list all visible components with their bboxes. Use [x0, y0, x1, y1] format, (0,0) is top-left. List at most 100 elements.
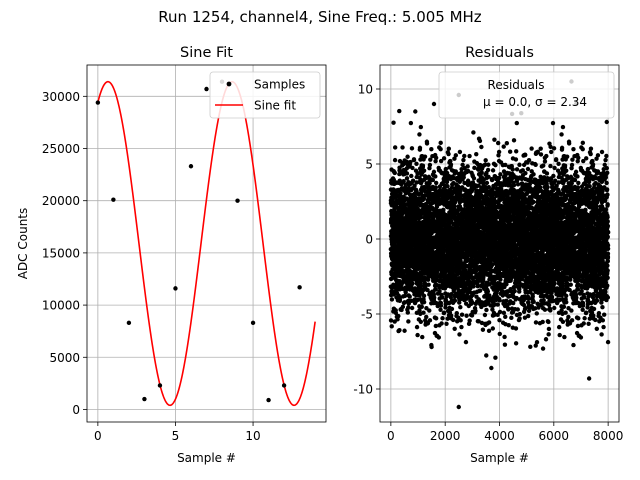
residual-point	[418, 124, 424, 130]
residual-point	[484, 353, 489, 358]
sine-fit-xlabel: Sample #	[177, 451, 236, 465]
residual-point	[473, 308, 478, 314]
sample-point	[142, 396, 147, 402]
residual-point	[453, 153, 459, 158]
sine-fit-ytick-label: 30000	[42, 90, 80, 104]
residual-point	[467, 318, 472, 323]
residual-point	[403, 187, 408, 192]
residual-point	[458, 305, 463, 310]
residual-point	[398, 191, 403, 196]
residual-point	[433, 158, 438, 164]
residual-point	[449, 191, 455, 197]
residual-point	[471, 176, 477, 181]
sine-fit-ytick-label: 25000	[42, 142, 80, 156]
residual-point	[479, 144, 484, 150]
residuals-xtick-label: 0	[387, 429, 395, 443]
sample-point	[95, 100, 101, 105]
residual-point	[433, 287, 438, 292]
residual-point	[445, 292, 451, 297]
residual-point	[439, 321, 444, 326]
sine-fit-ytick-label: 15000	[42, 246, 80, 260]
residual-point	[401, 179, 406, 184]
residual-point	[493, 355, 498, 360]
residual-point	[513, 326, 519, 331]
residual-point	[446, 151, 451, 157]
residual-point	[511, 182, 517, 188]
residual-point	[496, 149, 502, 155]
residual-point	[484, 307, 489, 313]
residual-point	[429, 146, 434, 152]
legend-samples-label: Samples	[254, 78, 305, 92]
residual-point	[407, 294, 412, 299]
residual-point	[392, 157, 398, 163]
residual-point	[495, 302, 500, 307]
residual-point	[427, 308, 432, 313]
residual-point	[440, 316, 445, 321]
residual-point	[459, 312, 465, 317]
residual-point	[440, 295, 445, 300]
residual-point	[492, 137, 497, 142]
residual-point	[410, 178, 416, 183]
residual-point	[410, 165, 415, 171]
residual-point	[388, 318, 394, 323]
residual-point	[406, 305, 411, 310]
residual-point	[408, 120, 414, 126]
residual-point	[404, 171, 410, 176]
residual-point	[510, 167, 515, 172]
residuals-xtick-label: 4000	[484, 429, 515, 443]
residual-point	[498, 172, 503, 177]
residual-point	[397, 327, 402, 333]
sine-fit-ytick-label: 10000	[42, 299, 80, 313]
residual-point	[477, 288, 483, 293]
residual-point	[406, 319, 411, 324]
sine-fit-frame	[86, 64, 327, 423]
residual-point	[484, 180, 490, 186]
residual-point	[448, 162, 454, 167]
residual-point	[457, 332, 462, 337]
residual-point	[513, 157, 519, 162]
residual-point	[465, 164, 470, 169]
residual-point	[517, 316, 522, 321]
residual-point	[433, 323, 439, 329]
residual-point	[503, 314, 508, 320]
residual-point	[425, 277, 431, 282]
residual-point	[418, 283, 423, 288]
residual-point	[436, 335, 441, 340]
residual-point	[445, 183, 450, 189]
residual-point	[479, 170, 484, 175]
sine-fit-title: Sine Fit	[180, 45, 233, 61]
residual-point	[482, 312, 488, 318]
residual-point	[497, 331, 502, 337]
residuals-ytick-label: -10	[353, 383, 373, 397]
sample-point	[250, 320, 256, 326]
residual-point	[441, 310, 447, 315]
residual-point	[414, 161, 419, 167]
residual-point	[506, 322, 511, 328]
residual-point	[389, 324, 394, 329]
residual-point	[514, 120, 519, 126]
residual-point	[511, 138, 517, 143]
residual-point	[425, 287, 430, 293]
residual-point	[458, 318, 463, 323]
sample-point	[188, 164, 194, 169]
residual-point	[410, 281, 415, 286]
residuals-xtick-label: 6000	[539, 429, 570, 443]
residual-point	[409, 146, 415, 151]
residual-point	[433, 316, 439, 321]
sample-point	[173, 286, 178, 291]
residuals-plot-area	[388, 79, 611, 410]
residual-point	[411, 157, 417, 162]
residual-point	[477, 138, 483, 144]
residual-point	[419, 304, 424, 310]
residual-point	[431, 169, 437, 175]
residual-point	[433, 174, 438, 179]
residual-point	[514, 149, 519, 154]
residual-point	[461, 157, 466, 163]
residual-point	[437, 285, 442, 290]
residual-point	[452, 204, 457, 209]
residual-point	[417, 145, 423, 151]
residual-point	[408, 159, 413, 165]
residual-point	[462, 153, 467, 159]
residual-point	[504, 141, 510, 146]
residual-point	[457, 149, 463, 155]
